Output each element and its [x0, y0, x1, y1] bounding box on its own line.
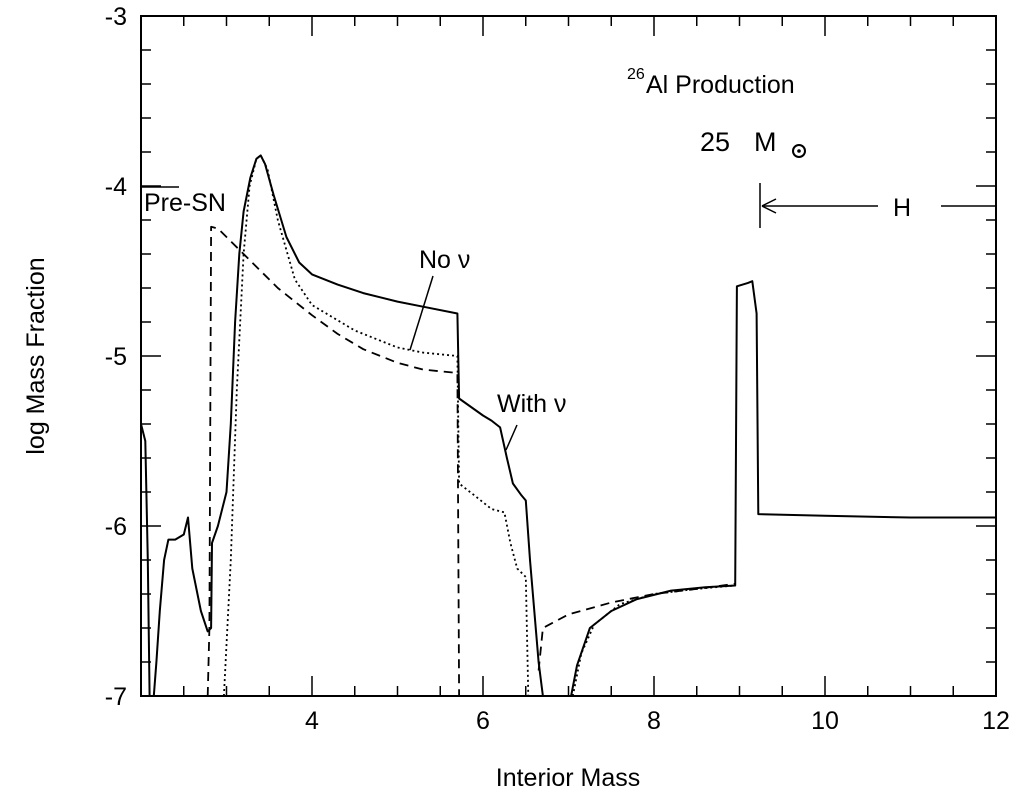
- annotation-mass-number: 25: [700, 127, 730, 157]
- y-tick-label: -7: [105, 683, 127, 711]
- y-tick-label: -6: [105, 513, 127, 541]
- series-line-dashed: [206, 225, 460, 697]
- sun-symbol-icon: [792, 144, 806, 158]
- annotation-no-nu: No ν: [419, 246, 470, 274]
- x-axis-title: Interior Mass: [496, 764, 640, 792]
- tick-labels: 4 6 8 10 12 -7 -6 -5 -4 -3: [105, 3, 1010, 735]
- annotation-mass-unit: M: [754, 127, 777, 157]
- series-line-dashed: [537, 582, 736, 671]
- h-zone-arrow-icon: [759, 183, 996, 228]
- series-line-dotted: [223, 154, 530, 697]
- series-line-dotted: [571, 584, 736, 697]
- plot-frame: [140, 15, 997, 697]
- ticks: [140, 15, 997, 697]
- no-nu-pointer-line: [409, 275, 434, 351]
- x-tick-label: 6: [476, 707, 490, 735]
- annotation-with-nu: With ν: [497, 390, 566, 418]
- annotation-h-label: H: [893, 194, 911, 222]
- y-tick-label: -4: [105, 173, 127, 201]
- x-tick-label: 10: [811, 707, 839, 735]
- y-tick-label: -3: [105, 3, 127, 31]
- with-nu-pointer-line: [505, 424, 518, 451]
- annotation-pre-sn: Pre-SN: [144, 189, 226, 217]
- annotation-title: Al Production: [646, 71, 795, 99]
- y-tick-label: -5: [105, 343, 127, 371]
- series-group: [140, 154, 996, 697]
- x-tick-label: 12: [982, 707, 1010, 735]
- annotation-isotope-superscript: 26: [627, 66, 645, 83]
- x-tick-label: 4: [305, 707, 319, 735]
- x-tick-label: 8: [647, 707, 661, 735]
- y-axis-title: log Mass Fraction: [22, 257, 50, 454]
- series-line-solid: [140, 154, 996, 697]
